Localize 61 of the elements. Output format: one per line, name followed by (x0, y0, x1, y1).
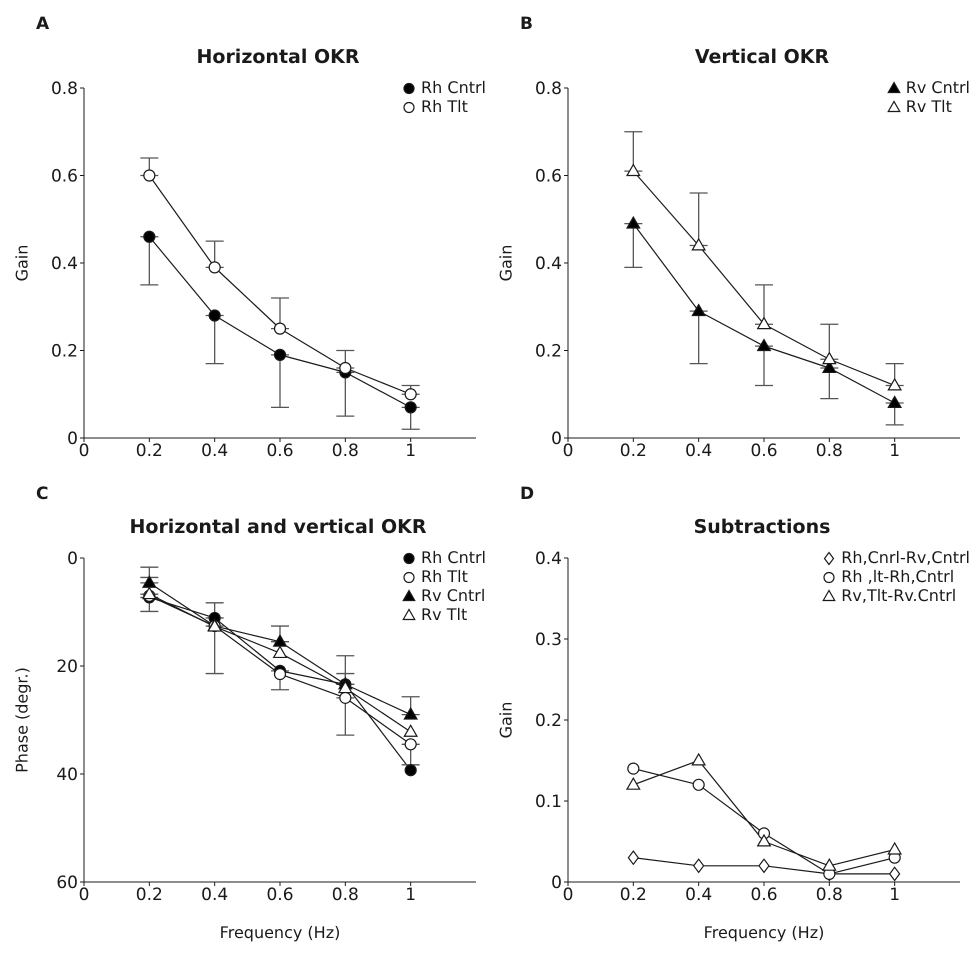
x-tick-label: 1 (405, 885, 416, 906)
legend-label: Rv Tlt (421, 605, 468, 624)
y-tick-label: 0.2 (534, 711, 562, 732)
y-tick-label: 0.4 (534, 549, 562, 570)
x-tick-label: 0.6 (266, 441, 294, 462)
legend-label: Rv Tlt (906, 97, 952, 116)
y-axis-title: Gain (496, 702, 516, 738)
chart-title: Horizontal and vertical OKR (128, 516, 428, 538)
legend-label: Rh Tlt (421, 567, 468, 586)
x-tick-label: 0.2 (620, 885, 647, 906)
y-tick-label: 40 (56, 765, 78, 786)
x-tick-label: 0.8 (816, 441, 843, 462)
x-tick-label: 0.2 (620, 441, 647, 462)
y-tick-label: 0.4 (534, 254, 562, 274)
x-tick-label: 0.4 (201, 885, 228, 906)
y-tick-label: 0.3 (534, 630, 562, 650)
y-tick-label: 0.1 (534, 792, 562, 812)
y-tick-label: 0.4 (50, 254, 78, 274)
text: C (36, 484, 48, 504)
y-tick-label: 0.2 (534, 342, 562, 362)
x-tick-label: 0.4 (685, 441, 712, 462)
legend-label: Rv Cntrl (421, 586, 486, 605)
x-tick-label: 0.6 (750, 441, 778, 462)
x-tick-label: 0.8 (332, 885, 359, 906)
y-tick-label: 0.6 (50, 166, 78, 187)
x-tick-label: 0.6 (750, 885, 778, 906)
x-tick-label: 0.4 (685, 885, 712, 906)
x-axis-title: Frequency (Hz) (704, 923, 824, 942)
y-tick-label: 0.8 (50, 79, 78, 100)
y-tick-label: 0 (67, 549, 78, 570)
x-tick-label: 1 (405, 441, 416, 462)
legend-label: Rh Cntrl (421, 78, 486, 97)
text: A (36, 14, 50, 34)
text: D (520, 484, 534, 504)
x-tick-label: 0.4 (201, 441, 228, 462)
y-tick-label: 0.2 (50, 342, 78, 362)
legend-label: Rv,Tlt-Rv.Cntrl (841, 586, 956, 605)
legend-label: Rh,Cnrl-Rv,Cntrl (841, 548, 970, 567)
x-tick-label: 0.6 (266, 885, 294, 906)
legend-label: Rv Cntrl (906, 78, 970, 97)
y-axis-title: Gain (12, 244, 32, 282)
x-axis-title: Frequency (Hz) (220, 923, 340, 942)
y-axis-title: Phase (degr.) (12, 667, 32, 773)
x-tick-label: 0.8 (332, 441, 359, 462)
y-tick-label: 60 (56, 873, 78, 894)
y-axis-title: Gain (496, 244, 516, 282)
x-tick-label: 1 (889, 441, 900, 462)
x-tick-label: 0.2 (136, 441, 163, 462)
x-tick-label: 0.8 (816, 885, 843, 906)
y-tick-label: 0.8 (534, 79, 562, 100)
text: B (520, 14, 533, 34)
x-tick-label: 0.2 (136, 885, 163, 906)
legend-label: Rh ,lt-Rh,Cntrl (841, 567, 954, 586)
legend-label: Rh Cntrl (421, 548, 486, 567)
chart-title: Vertical OKR (694, 46, 830, 68)
y-tick-label: 0.6 (534, 166, 562, 187)
x-tick-label: 1 (889, 885, 900, 906)
chart-title: Horizontal OKR (195, 46, 360, 68)
y-tick-label: 20 (56, 657, 78, 678)
legend-label: Rh Tlt (421, 97, 468, 116)
chart-title: Subtractions (692, 516, 832, 538)
